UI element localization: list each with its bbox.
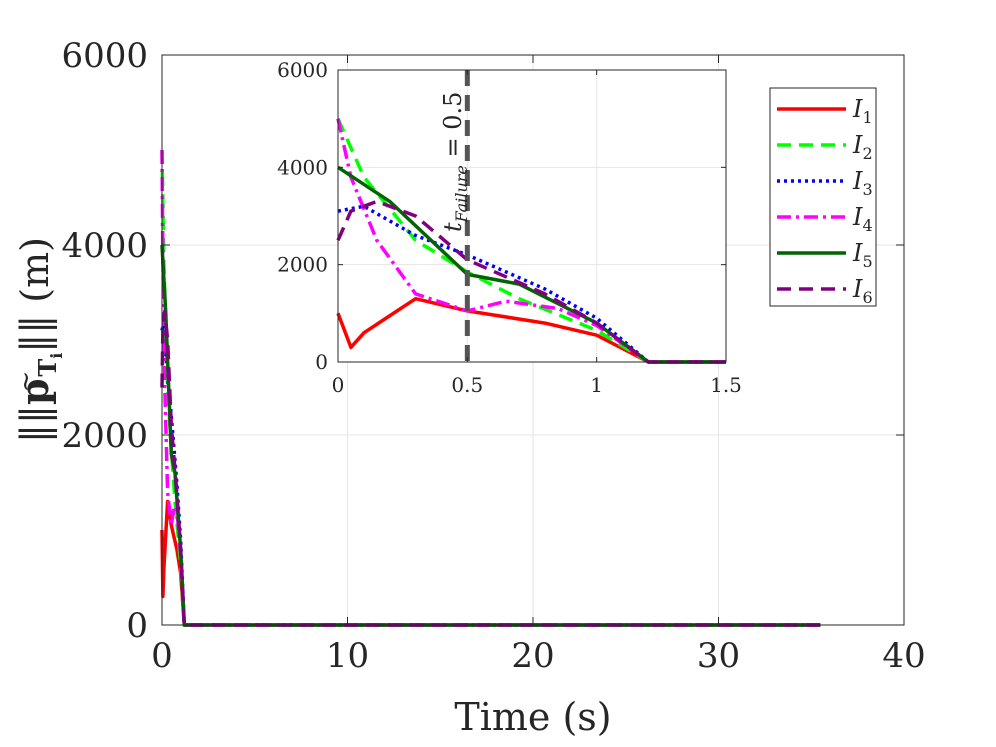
main-x-tick-labels: 0 10 20 30 40 xyxy=(151,636,925,676)
main-series-I6 xyxy=(160,309,821,627)
inset-x-tick-label: 0.5 xyxy=(451,373,483,397)
legend-box xyxy=(769,87,877,307)
inset-y-tick-label: 6000 xyxy=(277,58,328,82)
legend-label-base: I xyxy=(852,131,863,159)
legend-label-I6: I6 xyxy=(852,275,873,307)
failure-label-rest: = 0.5 xyxy=(439,92,467,166)
y-label-unit: (m) xyxy=(13,237,57,303)
legend-label-base: I xyxy=(852,239,863,267)
legend-label-sub: 4 xyxy=(862,216,872,235)
inset-ticks xyxy=(337,69,727,363)
inset-x-tick-label: 1 xyxy=(590,373,603,397)
legend-label-base: I xyxy=(852,167,863,195)
inset-x-tick-labels: 0 0.5 1 1.5 xyxy=(332,373,742,397)
y-label-base: p xyxy=(12,378,57,405)
legend-label-sub: 1 xyxy=(862,108,872,127)
y-label-close: ‖ xyxy=(13,334,57,353)
legend-label-I5: I5 xyxy=(852,239,873,271)
legend-label-I4: I4 xyxy=(852,203,873,235)
main-y-tick-label: 6000 xyxy=(61,36,148,76)
failure-label-base: t xyxy=(439,222,467,232)
main-y-tick-label: 4000 xyxy=(61,226,148,266)
main-x-tick-label: 0 xyxy=(151,636,173,676)
legend-label-base: I xyxy=(852,203,863,231)
main-x-tick-label: 30 xyxy=(697,636,740,676)
legend-label-sub: 3 xyxy=(862,180,872,199)
main-x-tick-label: 20 xyxy=(511,636,554,676)
main-y-tick-labels: 0 2000 4000 6000 xyxy=(61,36,148,646)
legend-label-sub: 5 xyxy=(862,252,872,271)
main-x-tick-label: 10 xyxy=(326,636,369,676)
inset-y-tick-label: 0 xyxy=(315,350,328,374)
y-axis-label: ‖‖p~Ti‖‖(m) xyxy=(11,237,66,443)
y-label-close-2: ‖ xyxy=(13,315,57,334)
legend-label-I1: I1 xyxy=(852,95,873,127)
legend-label-base: I xyxy=(852,275,863,303)
main-y-tick-label: 2000 xyxy=(61,416,148,456)
y-label-subsub: i xyxy=(47,353,66,359)
inset-y-tick-label: 4000 xyxy=(277,155,328,179)
main-x-tick-label: 40 xyxy=(882,636,925,676)
failure-label-sub: Failure xyxy=(452,165,471,223)
legend-label-sub: 2 xyxy=(862,144,872,163)
main-y-tick-label: 0 xyxy=(126,606,148,646)
inset-y-tick-label: 2000 xyxy=(277,253,328,277)
y-label-tilde: ~ xyxy=(11,371,41,393)
failure-annotation: tFailure = 0.5 xyxy=(439,92,471,232)
inset-y-tick-labels: 0 2000 4000 6000 xyxy=(277,58,328,374)
y-label-open-2: ‖ xyxy=(13,405,57,424)
inset-axes: tFailure = 0.5 0 0.5 1 1.5 0 2000 4000 6000 xyxy=(277,58,742,397)
legend-label-I3: I3 xyxy=(852,167,873,199)
legend-label-I2: I2 xyxy=(852,131,873,163)
inset-x-tick-label: 1.5 xyxy=(710,373,742,397)
inset-series-I3 xyxy=(337,204,726,364)
main-series xyxy=(160,149,821,627)
legend-label-base: I xyxy=(852,95,863,123)
legend-label-sub: 6 xyxy=(862,288,872,307)
y-label-sub: T xyxy=(33,359,62,377)
inset-series-I6 xyxy=(336,199,726,364)
inset-x-tick-label: 0 xyxy=(332,373,345,397)
inset-axes-box xyxy=(337,69,727,363)
x-axis-label: Time (s) xyxy=(454,695,611,739)
main-ticks xyxy=(161,54,905,626)
y-label-open: ‖ xyxy=(13,424,57,443)
